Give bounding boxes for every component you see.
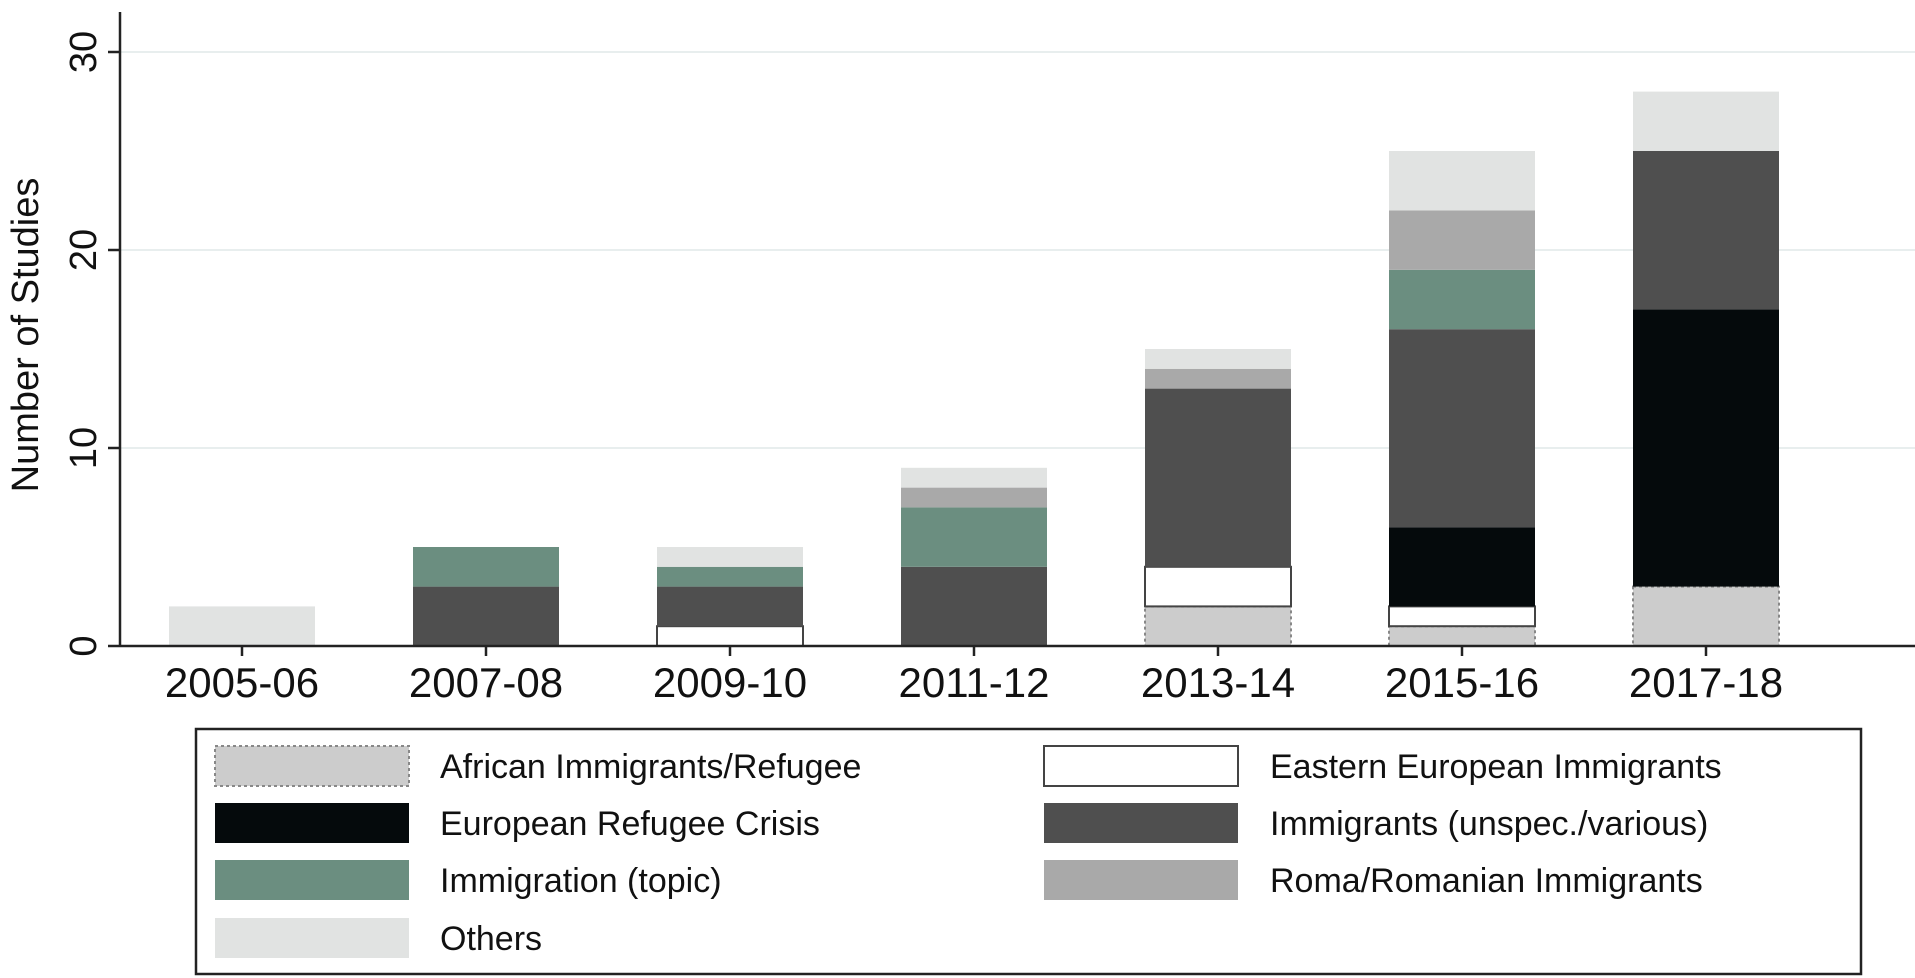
bar-segment: [1144, 605, 1292, 648]
y-tick-label: 0: [63, 635, 105, 656]
bar-segment: [1388, 605, 1536, 628]
x-tick-label: 2017-18: [1629, 659, 1783, 706]
bar-segment: [1388, 625, 1536, 648]
x-tick-label: 2015-16: [1385, 659, 1539, 706]
bar-segment: [1632, 585, 1780, 647]
bar-segment: [901, 507, 1047, 567]
bar-segment: [1389, 527, 1535, 607]
legend-label: Roma/Romanian Immigrants: [1270, 862, 1703, 900]
legend-swatch: [1043, 745, 1239, 787]
legend-swatch: [215, 918, 409, 958]
x-tick-label: 2013-14: [1141, 659, 1295, 706]
bar-segment: [1633, 151, 1779, 310]
x-tick-label: 2009-10: [653, 659, 807, 706]
y-ticks: 0 10 20 30: [63, 31, 120, 657]
bar-segment: [656, 625, 804, 648]
bar-segment: [413, 547, 559, 587]
x-tick-label: 2011-12: [898, 659, 1049, 706]
y-tick-label: 20: [63, 229, 105, 271]
legend-label: European Refugee Crisis: [440, 805, 820, 843]
x-tick-label: 2005-06: [165, 659, 319, 706]
legend-swatch: [1044, 860, 1238, 900]
legend-label: Eastern European Immigrants: [1270, 748, 1722, 786]
legend-swatch: [215, 803, 409, 843]
bar-segment: [1633, 309, 1779, 587]
grid-lines: [120, 51, 1915, 449]
y-axis-title: Number of Studies: [5, 178, 47, 493]
bar-segment: [1389, 329, 1535, 528]
bar-segment: [657, 566, 803, 587]
bar-segment: [901, 467, 1047, 488]
legend-label: African Immigrants/Refugee: [440, 748, 861, 786]
bar-segment: [1144, 565, 1292, 608]
bar-segment: [901, 566, 1047, 646]
bar-segment: [657, 586, 803, 627]
bar-segment: [413, 586, 559, 646]
y-tick-label: 10: [63, 427, 105, 469]
bar-segment: [1389, 151, 1535, 211]
bar-segment: [1145, 349, 1291, 369]
y-tick-label: 30: [63, 31, 105, 73]
legend-label: Immigrants (unspec./various): [1270, 805, 1708, 843]
legend-swatch: [214, 745, 410, 787]
bar-segment: [169, 606, 315, 646]
legend-label: Immigration (topic): [440, 862, 722, 900]
bar-segment: [1145, 368, 1291, 389]
legend: African Immigrants/Refugee Eastern Europe…: [194, 727, 1863, 976]
axes: [118, 12, 1915, 648]
bar-segment: [657, 547, 803, 567]
bar-segment: [1389, 210, 1535, 270]
legend-swatch: [215, 860, 409, 900]
legend-label: Others: [440, 920, 542, 958]
legend-swatch: [1044, 803, 1238, 843]
bar-segment: [1145, 388, 1291, 567]
x-ticks: 2005-06 2007-08 2009-10 2011-12 2013-14 2015-…: [165, 646, 1783, 706]
legend-frame: [194, 727, 1863, 976]
x-tick-label: 2007-08: [409, 659, 563, 706]
bar-segment: [901, 487, 1047, 508]
bar-segment: [1389, 269, 1535, 330]
bars: [169, 91, 1780, 648]
bar-segment: [1633, 91, 1779, 151]
